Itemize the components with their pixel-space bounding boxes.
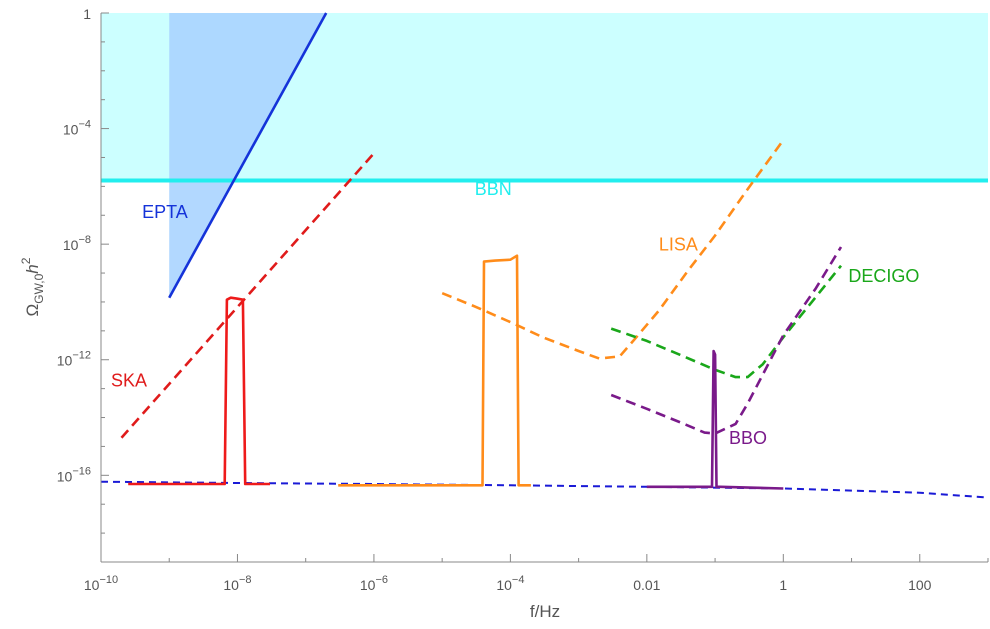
y-axis-label-sub: GW,0 xyxy=(32,273,46,303)
series-ska xyxy=(120,152,375,439)
y-axis-label-main: Ω xyxy=(23,304,42,317)
axes-layer xyxy=(100,13,988,563)
annotation-bbo: BBO xyxy=(729,428,767,448)
x-tick-label: 10−8 xyxy=(223,574,251,593)
series-background xyxy=(100,480,989,499)
y-tick-label: 10−12 xyxy=(57,350,91,369)
annotation-ska: SKA xyxy=(111,370,147,390)
y-axis-label-tail: h xyxy=(23,264,42,273)
annotations-layer: BBN EPTA SKA LISA DECIGO BBO xyxy=(111,179,919,448)
series-peak-dhz xyxy=(646,349,784,490)
y-tick-label: 10−16 xyxy=(57,465,91,484)
annotation-decigo: DECIGO xyxy=(848,266,919,286)
y-axis-label: ΩGW,0h2 xyxy=(19,257,46,316)
series-peak-nhz xyxy=(128,296,270,486)
y-axis-label-sup: 2 xyxy=(19,257,33,264)
regions-layer xyxy=(101,13,988,298)
annotation-lisa: LISA xyxy=(659,235,698,255)
y-tick-label: 10−4 xyxy=(63,119,91,138)
series-epta xyxy=(168,12,328,299)
series-decigo xyxy=(610,264,843,379)
x-tick-label: 100 xyxy=(908,577,932,593)
annotation-bbn: BBN xyxy=(475,179,512,199)
series-lisa xyxy=(441,139,785,360)
series-bbo xyxy=(610,246,843,435)
x-tick-label: 10−4 xyxy=(496,574,524,593)
y-tick-label: 10−8 xyxy=(63,234,91,253)
x-tick-label: 10−10 xyxy=(84,574,118,593)
x-tick-label: 10−6 xyxy=(360,574,388,593)
ticks-layer: 10−10 10−8 10−6 10−4 0.01 1 100 10−16 10−12 10−8 1… xyxy=(57,6,989,593)
x-axis-label: f/Hz xyxy=(530,602,560,621)
x-tick-label: 0.01 xyxy=(633,577,660,593)
annotation-epta: EPTA xyxy=(142,202,188,222)
series-layer xyxy=(100,12,989,499)
y-tick-label: 1 xyxy=(83,6,91,22)
x-tick-label: 1 xyxy=(779,577,787,593)
series-peak-mhz xyxy=(338,254,531,487)
